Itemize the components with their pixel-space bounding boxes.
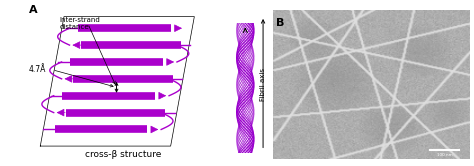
Text: B: B [276,18,285,28]
Text: Inter-strand
distance: Inter-strand distance [59,17,100,30]
Text: 4.7Å: 4.7Å [28,65,46,74]
Text: Fibril axis: Fibril axis [260,68,266,101]
Text: A: A [28,5,37,15]
Text: 100 nm: 100 nm [437,153,452,157]
Text: cross-β structure: cross-β structure [85,150,162,159]
